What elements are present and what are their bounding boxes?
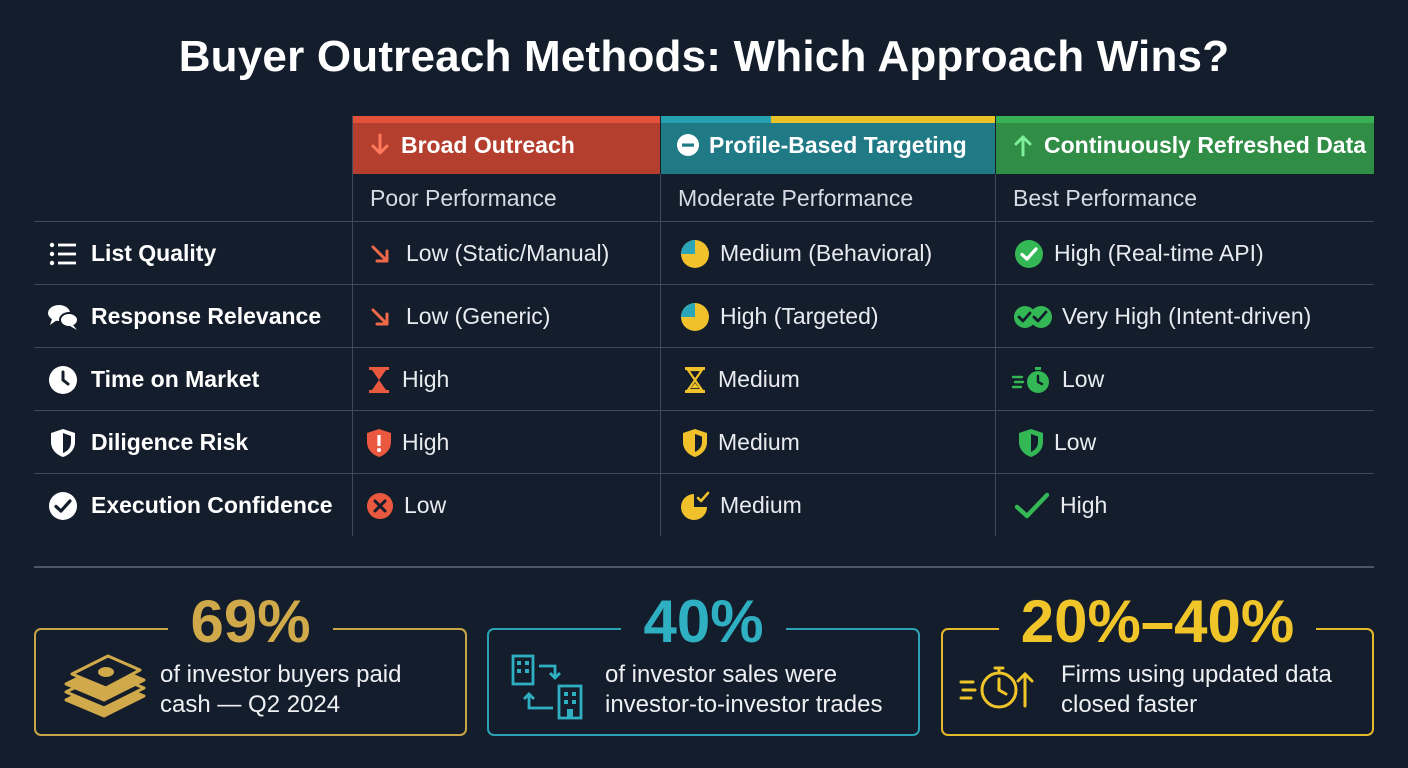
column-header-label: Continuously Refreshed Data bbox=[1044, 131, 1367, 158]
column-divider bbox=[352, 116, 353, 536]
page-title: Buyer Outreach Methods: Which Approach W… bbox=[178, 32, 1230, 81]
column-header-label: Profile-Based Targeting bbox=[709, 131, 967, 158]
stopwatch-icon bbox=[1011, 366, 1049, 393]
section-divider bbox=[34, 566, 1374, 568]
check-circle-icon bbox=[1015, 239, 1043, 268]
stat-card-cash-buyers: 69% of investor buyers paid cash — Q2 20… bbox=[34, 588, 467, 736]
row-label-text: Time on Market bbox=[91, 366, 260, 392]
arrow-down-icon bbox=[371, 133, 389, 155]
table-cell: Low (Generic) bbox=[365, 285, 550, 348]
cell-text: High (Real-time API) bbox=[1054, 240, 1264, 266]
column-header-broad-outreach: Broad Outreach bbox=[353, 116, 660, 174]
table-row: Execution Confidence Low Medium High bbox=[0, 474, 1408, 537]
table-cell: High bbox=[365, 411, 449, 474]
cell-text: Very High (Intent-driven) bbox=[1062, 303, 1312, 329]
cash-stack-icon bbox=[64, 654, 146, 718]
checkmark-icon bbox=[1014, 492, 1050, 518]
table-cell: Low bbox=[1011, 348, 1104, 411]
column-header-label: Broad Outreach bbox=[401, 131, 575, 158]
table-cell: Low (Static/Manual) bbox=[365, 222, 609, 285]
hourglass-icon bbox=[369, 366, 389, 393]
cell-text: Low bbox=[1062, 366, 1105, 392]
row-label-text: List Quality bbox=[91, 240, 217, 266]
column-divider bbox=[995, 174, 996, 536]
row-divider bbox=[34, 221, 1374, 222]
performance-label: Poor Performance bbox=[370, 184, 557, 211]
table-row: Response Relevance Low (Generic) High (T… bbox=[0, 285, 1408, 348]
performance-label: Moderate Performance bbox=[678, 184, 914, 211]
cell-text: High bbox=[1060, 492, 1108, 518]
row-label-text: Execution Confidence bbox=[91, 492, 333, 518]
pie-three-quarter-icon bbox=[681, 302, 709, 331]
table-cell: Medium bbox=[679, 474, 802, 537]
trend-down-icon bbox=[371, 308, 389, 325]
shield-alert-icon bbox=[367, 428, 391, 457]
stat-description: of investor buyers paid cash — Q2 2024 bbox=[160, 661, 402, 718]
performance-label: Best Performance bbox=[1013, 184, 1198, 211]
row-divider bbox=[34, 284, 1374, 285]
stat-card-investor-trades: 40% of investor sales were investor-to-i… bbox=[487, 588, 920, 736]
table-row: Diligence Risk High Medium Low bbox=[0, 411, 1408, 474]
column-header-refreshed-data: Continuously Refreshed Data bbox=[996, 116, 1374, 174]
cell-text: High (Targeted) bbox=[720, 303, 879, 329]
stat-value: 69% bbox=[168, 588, 333, 655]
table-cell: High (Targeted) bbox=[679, 285, 879, 348]
table-cell: Medium bbox=[681, 411, 800, 474]
table-cell: Medium bbox=[681, 348, 800, 411]
shield-half-icon bbox=[1019, 428, 1043, 457]
row-label-text: Response Relevance bbox=[91, 303, 322, 329]
table-row: Time on Market High Medium Low bbox=[0, 348, 1408, 411]
shield-icon bbox=[51, 428, 75, 457]
stat-description: Firms using updated data closed faster bbox=[1061, 661, 1332, 718]
row-divider bbox=[34, 473, 1374, 474]
arrow-up-icon bbox=[1014, 135, 1032, 157]
list-icon bbox=[49, 242, 76, 265]
table-cell: Low bbox=[365, 474, 446, 537]
table-cell: High bbox=[1013, 474, 1107, 537]
pie-half-icon bbox=[681, 239, 709, 268]
pie-check-icon bbox=[681, 491, 710, 520]
minus-circle-icon bbox=[677, 134, 699, 156]
row-label: List Quality bbox=[46, 222, 216, 285]
stat-description: of investor sales were investor-to-inves… bbox=[605, 661, 883, 718]
table-row: List Quality Low (Static/Manual) Medium … bbox=[0, 222, 1408, 285]
cell-text: High bbox=[402, 366, 450, 392]
column-header-profile-targeting: Profile-Based Targeting bbox=[661, 116, 995, 174]
table-cell: High bbox=[365, 348, 449, 411]
row-label: Diligence Risk bbox=[46, 411, 248, 474]
chat-bubbles-icon bbox=[48, 304, 79, 330]
fast-stopwatch-icon bbox=[959, 666, 1034, 709]
row-label: Execution Confidence bbox=[46, 474, 333, 537]
column-divider bbox=[660, 174, 661, 536]
shield-half-icon bbox=[683, 428, 707, 457]
check-circle-icon bbox=[49, 491, 77, 520]
table-cell: Medium (Behavioral) bbox=[679, 222, 932, 285]
row-label: Response Relevance bbox=[46, 285, 321, 348]
table-cell: Low bbox=[1017, 411, 1096, 474]
double-check-icon bbox=[1014, 305, 1052, 328]
stat-value: 40% bbox=[621, 588, 786, 655]
cell-text: Medium (Behavioral) bbox=[720, 240, 933, 266]
cell-text: Medium bbox=[718, 366, 800, 392]
hourglass-icon bbox=[685, 366, 705, 393]
cell-text: Low (Generic) bbox=[406, 303, 551, 329]
table-cell: Very High (Intent-driven) bbox=[1013, 285, 1311, 348]
row-label: Time on Market bbox=[46, 348, 259, 411]
table-cell: High (Real-time API) bbox=[1013, 222, 1264, 285]
row-divider bbox=[34, 347, 1374, 348]
cell-text: Low (Static/Manual) bbox=[406, 240, 610, 266]
row-divider bbox=[34, 410, 1374, 411]
stat-value: 20%–40% bbox=[998, 588, 1317, 655]
stat-card-faster-closing: 20%–40% Firms using updated data closed … bbox=[941, 588, 1374, 736]
cell-text: Medium bbox=[720, 492, 802, 518]
cell-text: Low bbox=[1054, 429, 1097, 455]
building-exchange-icon bbox=[511, 654, 583, 720]
cell-text: High bbox=[402, 429, 450, 455]
x-circle-icon bbox=[367, 492, 393, 519]
trend-down-icon bbox=[371, 245, 389, 262]
row-label-text: Diligence Risk bbox=[91, 429, 249, 455]
cell-text: Low bbox=[404, 492, 447, 518]
clock-icon bbox=[49, 365, 77, 394]
cell-text: Medium bbox=[718, 429, 800, 455]
